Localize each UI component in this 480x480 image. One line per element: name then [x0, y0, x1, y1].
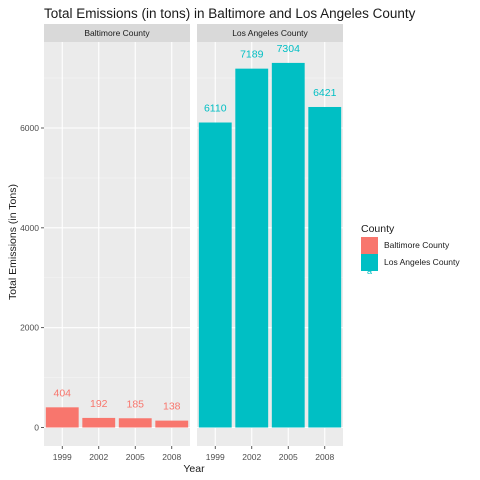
- bar: [198, 122, 232, 428]
- bar: [235, 68, 269, 428]
- chart-title: Total Emissions (in tons) in Baltimore a…: [44, 6, 416, 21]
- x-axes: 1999 2002 2005 2008 1999 2002 2005 2008: [53, 446, 334, 462]
- x-tick-label: 2002: [89, 452, 108, 462]
- legend-key: [361, 254, 378, 271]
- bar-value-label: 404: [53, 387, 71, 399]
- bar: [118, 418, 152, 428]
- facet-strip-label: Baltimore County: [84, 28, 150, 38]
- bar: [45, 407, 79, 428]
- x-tick-label: 2008: [315, 452, 334, 462]
- bar-value-label: 185: [126, 398, 144, 410]
- y-axis: 0 2000 4000 6000: [20, 123, 44, 433]
- legend-text-glyph: a: [367, 266, 372, 276]
- y-axis-title: Total Emissions (in Tons): [7, 184, 19, 300]
- legend-label: Los Angeles County: [384, 257, 460, 267]
- bar-value-label: 6110: [204, 103, 227, 115]
- facet-panel: Los Angeles County 6110 7189 7304 6421: [197, 24, 343, 446]
- facet-panel: Baltimore County 404 192 185 138: [44, 24, 190, 446]
- bar-value-label: 192: [90, 398, 108, 410]
- y-tick-label: 0: [34, 423, 39, 433]
- y-tick-label: 6000: [20, 123, 39, 133]
- legend: County Baltimore County Los Angeles Count…: [361, 223, 460, 276]
- facet-strip: [197, 24, 343, 42]
- x-tick-label: 2008: [162, 452, 181, 462]
- x-axis-title: Year: [183, 463, 205, 475]
- legend-title: County: [361, 223, 395, 235]
- panel-background: [44, 42, 190, 446]
- x-tick-label: 2002: [242, 452, 261, 462]
- facet-panels: Baltimore County 404 192 185 138 Los Angeles …: [44, 24, 343, 446]
- bar: [271, 62, 305, 428]
- legend-label: Baltimore County: [384, 240, 450, 250]
- y-tick-label: 2000: [20, 323, 39, 333]
- bar: [308, 106, 342, 428]
- x-tick-label: 2005: [126, 452, 145, 462]
- bar-value-label: 138: [163, 401, 181, 413]
- bar-value-label: 6421: [313, 87, 337, 99]
- facet-strip-label: Los Angeles County: [232, 28, 308, 38]
- legend-key: [361, 237, 378, 254]
- bar: [82, 417, 116, 428]
- bar: [155, 420, 189, 428]
- x-tick-label: 1999: [53, 452, 72, 462]
- facet-strip: [44, 24, 190, 42]
- y-tick-label: 4000: [20, 223, 39, 233]
- bar-value-label: 7189: [240, 49, 264, 61]
- bar-value-label: 7304: [277, 43, 301, 55]
- x-tick-label: 2005: [279, 452, 298, 462]
- x-tick-label: 1999: [206, 452, 225, 462]
